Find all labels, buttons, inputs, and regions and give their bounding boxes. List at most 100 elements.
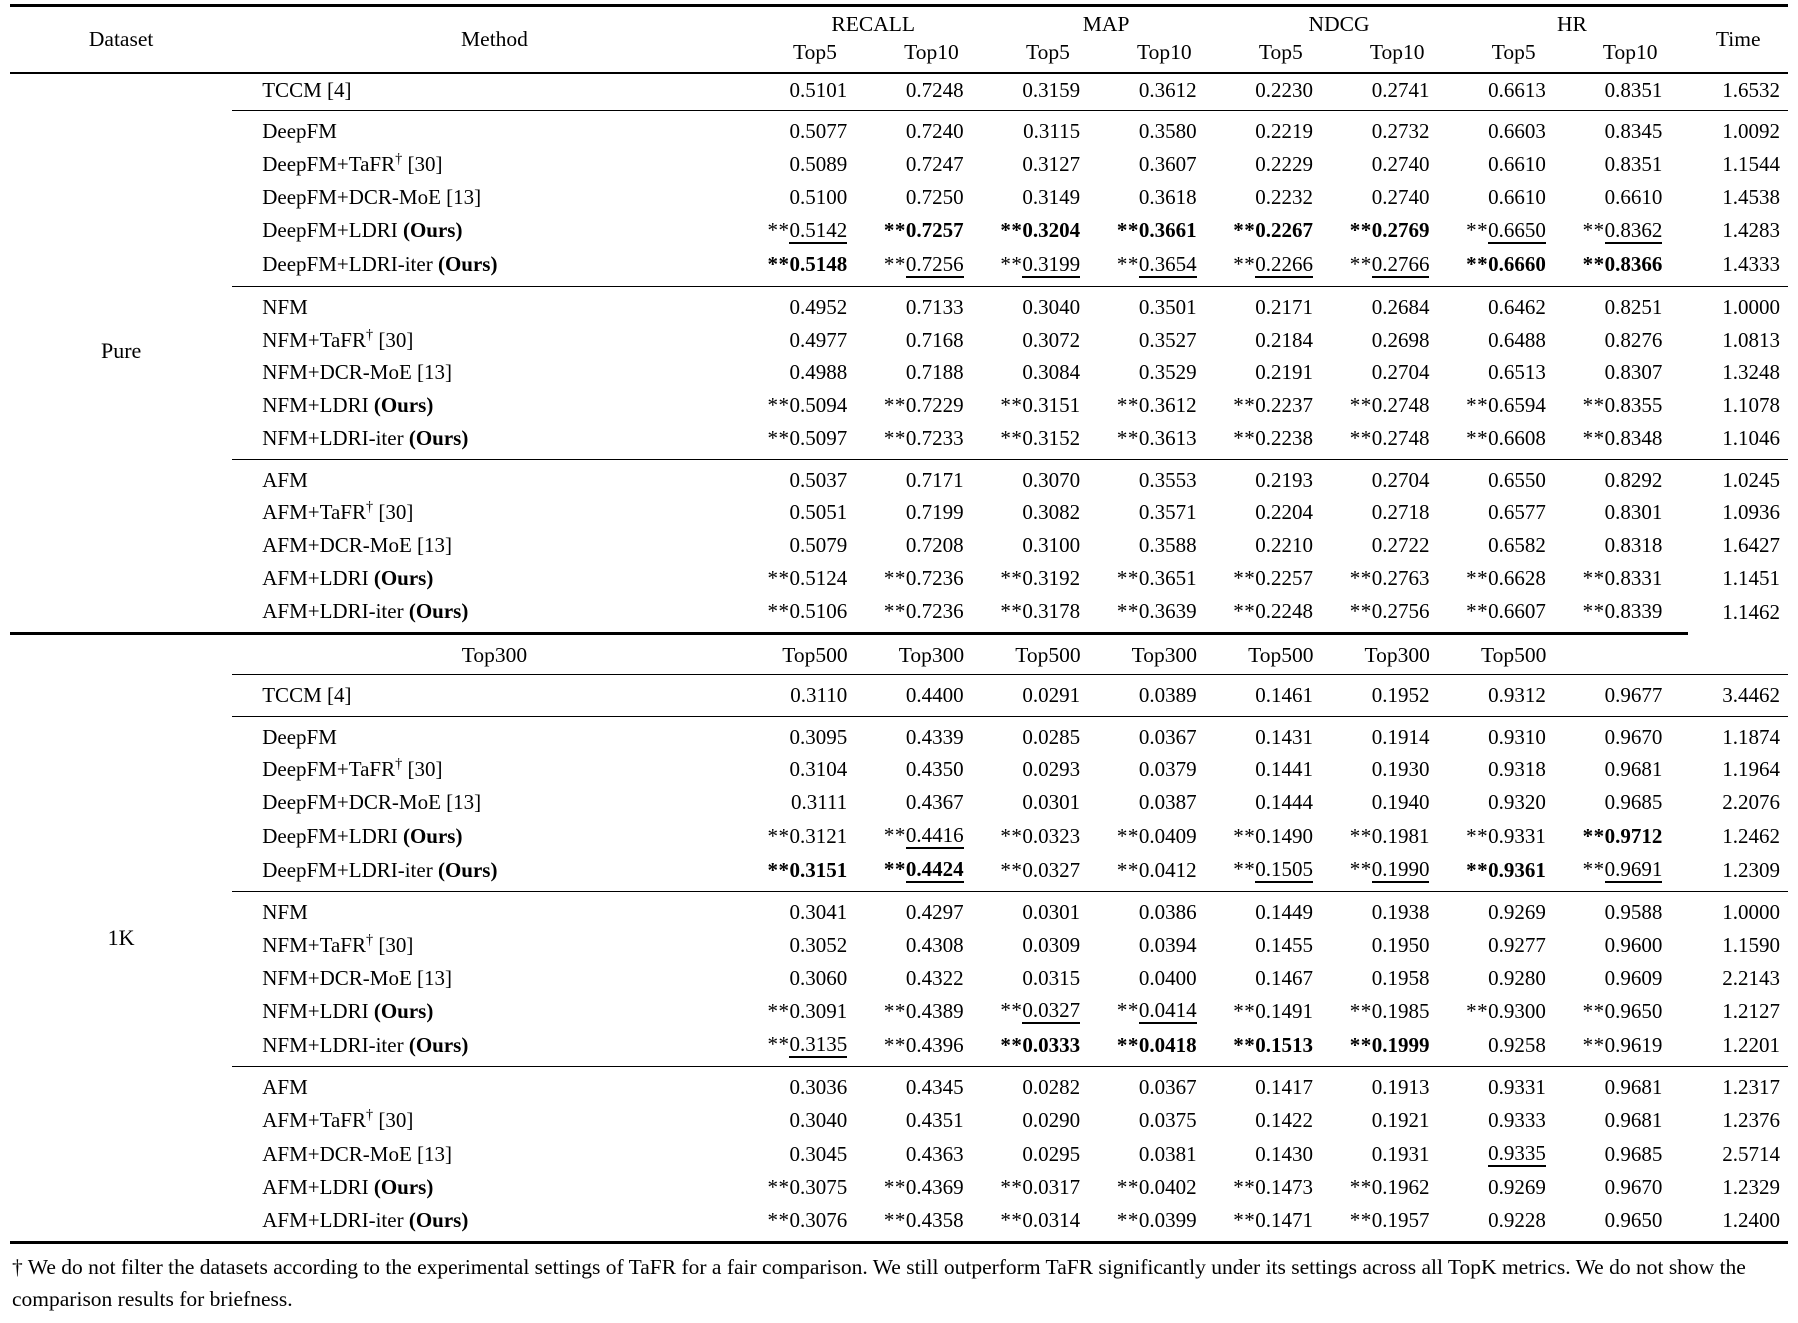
metric-value: 0.3151 <box>1022 393 1081 418</box>
metric-value: 0.3045 <box>789 1141 848 1166</box>
metric-cell: 0.8251 <box>1571 285 1689 324</box>
metric-cell: 0.8276 <box>1572 324 1688 357</box>
metric-value: 0.3612 <box>1138 393 1197 418</box>
significance-stars: ** <box>767 425 790 450</box>
metric-value: 0.7236 <box>905 566 964 590</box>
metric-value: 0.7248 <box>905 77 964 102</box>
metric-cell: 0.4308 <box>873 929 989 962</box>
significance-stars: ** <box>883 566 906 590</box>
metric-value: 0.2766 <box>1371 253 1430 278</box>
metric-value: 0.5101 <box>789 77 848 102</box>
metric-value: 0.3613 <box>1138 425 1197 450</box>
metric-value: 0.3618 <box>1138 185 1197 210</box>
metric-cell: 0.4400 <box>873 673 990 717</box>
metric-value: 0.2740 <box>1371 185 1430 210</box>
metric-value: 1.2329 <box>1722 1175 1780 1200</box>
metric-value: 0.5124 <box>789 566 848 590</box>
metric-cell: **0.1491 <box>1223 994 1339 1028</box>
metric-cell: 0.4363 <box>873 1137 989 1171</box>
metric-cell: 0.7247 <box>873 148 989 181</box>
metric-cell: **0.3075 <box>757 1171 873 1204</box>
metric-value: 0.0394 <box>1138 932 1197 957</box>
metric-value: 0.7233 <box>905 425 964 450</box>
metric-cell: 0.1441 <box>1223 753 1339 786</box>
metric-cell: 0.1422 <box>1223 1104 1339 1137</box>
metric-value: 0.4297 <box>905 900 964 925</box>
method-name: AFM <box>262 1075 308 1100</box>
metric-cell: **0.6607 <box>1455 595 1571 633</box>
topk-subheader-row: 1K Top300 Top500 Top300 Top500 Top300 Top500 To… <box>10 631 1788 1243</box>
metric-value: 0.1962 <box>1371 1175 1430 1200</box>
citation-ref: [13] <box>411 360 453 385</box>
metric-cell: 0.1958 <box>1339 962 1455 995</box>
metric-value: 1.0092 <box>1722 119 1780 144</box>
metric-value: 0.1417 <box>1255 1075 1314 1100</box>
metric-value: 0.6660 <box>1488 252 1546 277</box>
method-cell: DeepFM+LDRI-iter (Ours) <box>232 248 757 287</box>
time-cell: 1.0000 <box>1688 285 1788 324</box>
method-name: NFM+LDRI-iter <box>262 425 404 450</box>
metric-cell: **0.4358 <box>873 1204 989 1242</box>
significance-stars: ** <box>1349 218 1372 243</box>
significance-stars: ** <box>1466 857 1489 882</box>
metric-value: 0.6613 <box>1488 77 1546 102</box>
metric-cell: 0.0394 <box>1106 929 1222 962</box>
method-name: NFM+DCR-MoE <box>262 360 412 385</box>
metric-cell: 0.1913 <box>1339 1066 1456 1105</box>
method-cell: NFM <box>232 891 757 929</box>
metric-cell: 0.9609 <box>1572 962 1688 995</box>
significance-stars: ** <box>1000 566 1023 590</box>
significance-stars: ** <box>1466 425 1489 450</box>
significance-stars: ** <box>1116 857 1139 882</box>
metric-cell: **0.3613 <box>1106 422 1222 459</box>
dagger-mark: † <box>365 1107 374 1124</box>
metric-value: 0.0414 <box>1138 999 1197 1025</box>
ours-label: (Ours) <box>403 1207 469 1232</box>
metric-value: 0.9310 <box>1488 724 1546 749</box>
metric-value: 0.3070 <box>1022 467 1081 492</box>
metric-cell: **0.7229 <box>873 389 989 422</box>
metric-value: 0.2718 <box>1371 500 1430 525</box>
metric-value: 0.6610 <box>1488 185 1546 210</box>
significance-stars: ** <box>1000 598 1023 623</box>
metric-cell: 0.3036 <box>756 1066 874 1105</box>
metric-value: 0.2741 <box>1371 77 1430 102</box>
metric-cell: 0.4367 <box>873 786 989 819</box>
metric-value: 0.9685 <box>1604 1141 1663 1166</box>
metric-value: 0.7236 <box>905 598 964 623</box>
metric-value: 0.6607 <box>1488 598 1546 623</box>
metric-cell: 0.0301 <box>990 786 1106 819</box>
time-cell: 2.2076 <box>1688 786 1788 819</box>
citation-ref: [30] <box>373 1108 414 1133</box>
dagger-mark: † <box>365 499 374 516</box>
method-cell: NFM+LDRI-iter (Ours) <box>232 1028 757 1067</box>
metric-value: 0.9609 <box>1604 965 1663 990</box>
metric-cell: **0.4424 <box>873 853 989 892</box>
metric-cell: 0.8351 <box>1572 73 1688 111</box>
metric-cell: 0.0375 <box>1106 1104 1222 1137</box>
metric-cell: **0.1990 <box>1339 853 1455 892</box>
method-cell: NFM+TaFR† [30] <box>232 324 757 357</box>
metric-cell: 0.2191 <box>1223 356 1339 389</box>
method-cell: TCCM [4] <box>232 73 757 111</box>
significance-stars: ** <box>1000 425 1023 450</box>
metric-cell: 0.3618 <box>1106 181 1222 214</box>
metric-cell: 0.4297 <box>873 891 990 929</box>
metric-value: 1.2317 <box>1722 1075 1780 1100</box>
dataset-label: 1K <box>10 631 233 1243</box>
metric-cell: 0.9331 <box>1455 1066 1572 1105</box>
metric-value: 0.9588 <box>1604 900 1663 925</box>
metric-value: 0.5142 <box>789 219 848 244</box>
topk-subheader: Top300 <box>873 631 990 675</box>
metric-value: 0.0381 <box>1138 1141 1197 1166</box>
significance-stars: ** <box>1233 1175 1256 1200</box>
significance-stars: ** <box>1000 251 1023 276</box>
metric-cell: 0.3060 <box>757 962 873 995</box>
metric-cell: **0.0412 <box>1106 853 1222 892</box>
metric-cell: **0.0402 <box>1106 1171 1222 1204</box>
metric-cell: 0.3041 <box>756 891 874 929</box>
table-row: AFM+DCR-MoE [13] 0.3045 0.4363 0.0295 0.0381… <box>10 1137 1788 1171</box>
metric-cell: 0.5077 <box>756 110 874 149</box>
metric-value: 0.3651 <box>1138 566 1197 590</box>
metric-cell: 0.1952 <box>1339 673 1456 717</box>
